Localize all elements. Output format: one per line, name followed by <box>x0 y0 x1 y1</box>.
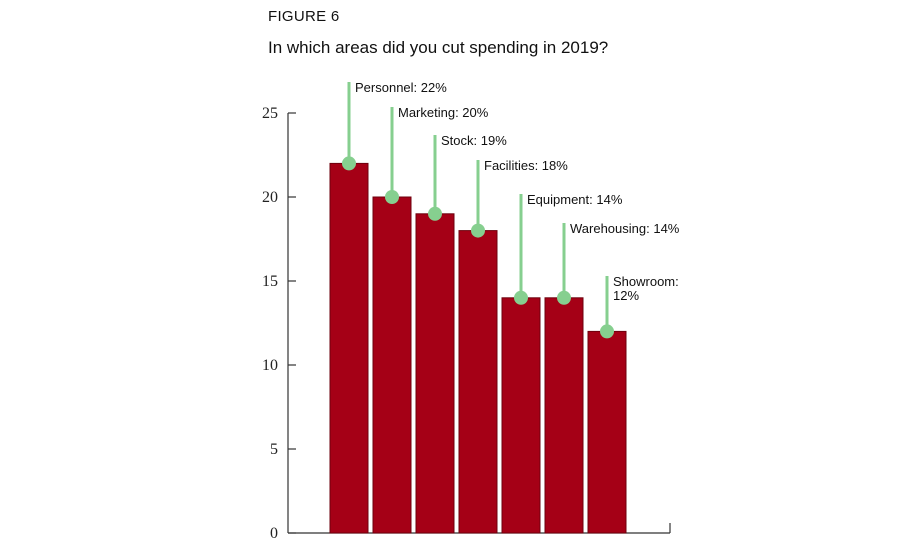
data-label: 12% <box>613 288 639 303</box>
bar-facilities <box>458 230 498 534</box>
bar-equipment <box>501 297 541 534</box>
y-tick-label: 0 <box>270 525 278 542</box>
data-label: Warehousing: 14% <box>570 221 680 236</box>
label-pin-dot <box>557 290 571 305</box>
label-pin-dot <box>385 190 399 204</box>
data-label: Equipment: 14% <box>527 192 623 207</box>
label-pin-dot <box>428 206 442 221</box>
label-pin-dot <box>471 223 485 238</box>
label-pin-dot <box>514 290 528 305</box>
data-label: Stock: 19% <box>441 133 507 148</box>
data-label: Personnel: 22% <box>355 80 447 95</box>
figure-label: FIGURE 6 <box>268 8 340 25</box>
bar-stock <box>415 213 455 534</box>
y-tick-label: 25 <box>262 105 278 122</box>
label-pin-dot <box>600 324 614 339</box>
data-label: Facilities: 18% <box>484 158 568 173</box>
chart-title: In which areas did you cut spending in 2… <box>268 38 609 57</box>
y-tick-label: 20 <box>262 189 278 206</box>
label-pin-dot <box>342 156 356 171</box>
bar-warehousing <box>544 297 584 534</box>
data-label: Marketing: 20% <box>398 105 489 120</box>
y-tick-label: 15 <box>262 273 278 290</box>
bar-marketing <box>372 196 412 534</box>
bar-personnel <box>329 162 369 534</box>
data-label: Showroom: <box>613 274 679 289</box>
y-tick-label: 5 <box>270 441 278 458</box>
y-tick-label: 10 <box>262 357 278 374</box>
bar-showroom <box>587 330 627 534</box>
